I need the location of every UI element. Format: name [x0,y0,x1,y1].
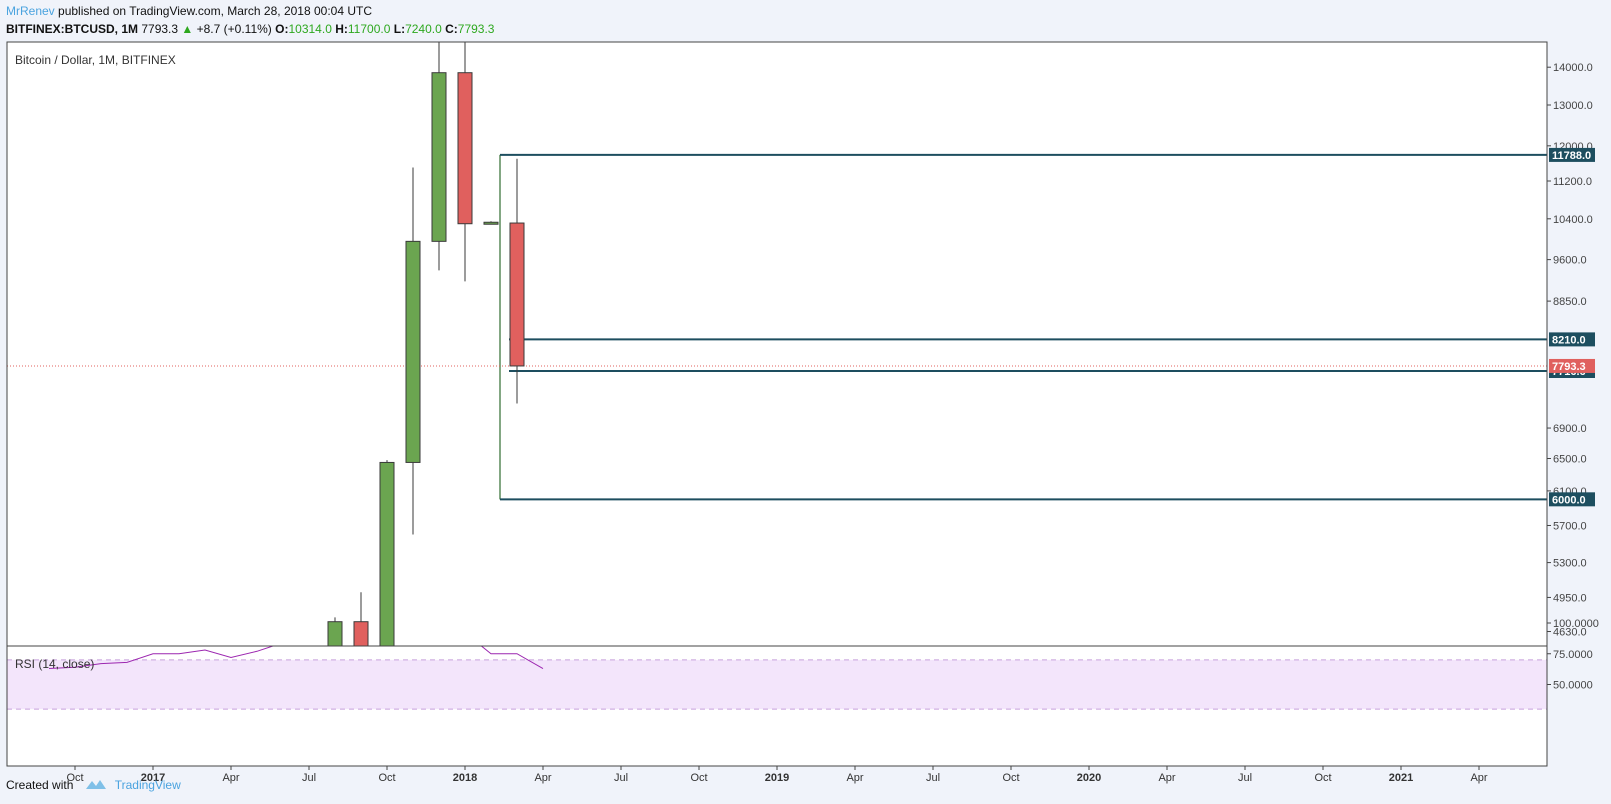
level-price-label-bg [1549,147,1595,162]
open-value: 10314.0 [288,22,332,36]
level-price-label-bg [1549,332,1595,347]
time-tick-label: Jul [1238,772,1252,784]
candle-body[interactable] [405,240,421,463]
time-tick-label: Apr [534,772,551,784]
candle-body[interactable] [483,221,499,225]
time-tick-label: Jul [614,772,628,784]
chart-background [7,42,1547,766]
price-tick-label: 5300.0 [1553,558,1587,570]
price-tick-label: 9600.0 [1553,255,1587,267]
candle-body[interactable] [379,461,395,665]
open-label: O: [275,22,289,36]
price-tick-label: 4630.0 [1553,627,1587,639]
publish-info: published on TradingView.com, March 28, … [58,4,372,18]
last-price-label: 7793.3 [1552,361,1586,373]
publish-line: MrRenev published on TradingView.com, Ma… [6,4,372,18]
rsi-tick-label: 75.0000 [1553,649,1593,661]
time-tick-label: Oct [1314,772,1331,784]
level-price-label: 6000.0 [1552,494,1586,506]
time-tick-label: Oct [378,772,395,784]
time-tick-label: 2018 [453,772,477,784]
time-tick-label: Oct [1002,772,1019,784]
footer: Created with TradingView [6,778,181,793]
time-tick-label: Jul [926,772,940,784]
close-label: C: [445,22,458,36]
close-value: 7793.3 [457,22,495,36]
created-with-label: Created with [6,778,74,792]
time-tick-label: 2017 [141,772,165,784]
price-tick-label: 14000.0 [1553,62,1593,74]
time-tick-label: Oct [66,772,83,784]
price-tick-label: 6900.0 [1553,423,1587,435]
candle-body[interactable] [431,72,447,242]
up-arrow-icon: ▲ [181,22,194,36]
level-price-label-bg [1549,492,1595,507]
low-value: 7240.0 [405,22,442,36]
candle-body[interactable] [327,621,343,664]
time-tick-label: 2021 [1389,772,1413,784]
time-tick-label: 2019 [765,772,789,784]
time-tick-label: Apr [846,772,863,784]
rsi-title: RSI (14, close) [15,657,94,671]
last-price: 7793.3 [141,22,179,36]
time-tick-label: 2020 [1077,772,1101,784]
candle-body[interactable] [457,72,473,225]
ohlc-line: BITFINEX:BTCUSD, 1M 7793.3 ▲ +8.7 (+0.11… [6,22,494,36]
author-link[interactable]: MrRenev [6,4,55,18]
time-tick-label: Apr [222,772,239,784]
time-tick-label: Jul [302,772,316,784]
candle-body[interactable] [509,222,525,367]
rsi-line[interactable] [48,633,544,670]
time-tick-label: Apr [1470,772,1487,784]
tradingview-logo-icon [85,778,107,793]
symbol-label: BITFINEX:BTCUSD, 1M [6,22,138,36]
time-tick-label: Oct [690,772,707,784]
chart-header: MrRenev published on TradingView.com, Ma… [0,0,1611,42]
price-change: +8.7 (+0.11%) [196,22,272,36]
price-tick-label: 5700.0 [1553,520,1587,532]
price-tick-label: 13000.0 [1553,100,1593,112]
rsi-band [7,659,1547,710]
rsi-tick-label: 50.0000 [1553,680,1593,692]
high-value: 11700.0 [347,22,391,36]
time-tick-label: Apr [1158,772,1175,784]
candle-body[interactable] [353,621,369,666]
level-price-label: 8210.0 [1552,334,1586,346]
low-label: L: [393,22,406,36]
level-price-label: 11788.0 [1552,150,1591,162]
chart-title: Bitcoin / Dollar, 1M, BITFINEX [15,53,176,67]
price-tick-label: 11200.0 [1553,176,1592,188]
tradingview-link[interactable]: TradingView [114,778,181,792]
last-price-label-bg [1549,358,1595,373]
price-tick-label: 10400.0 [1553,214,1593,226]
high-label: H: [335,22,348,36]
rsi-tick-label: 100.0000 [1553,618,1599,630]
price-tick-label: 8850.0 [1553,296,1587,308]
price-tick-label: 4950.0 [1553,592,1587,604]
price-tick-label: 6500.0 [1553,454,1587,466]
